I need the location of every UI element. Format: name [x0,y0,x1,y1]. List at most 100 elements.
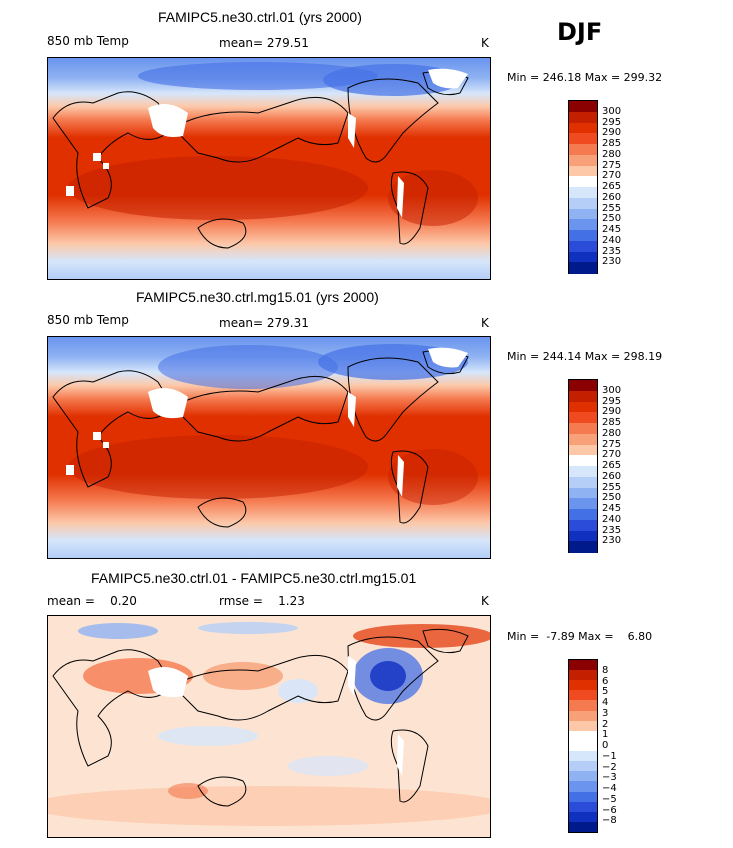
panel-2-title: FAMIPC5.ne30.ctrl.mg15.01 (yrs 2000) [136,289,379,305]
colorbar-tick-label: 5 [602,686,609,698]
panel-2-temperature-field [48,337,490,558]
panel-3-unit-label: K [481,594,489,608]
colorbar-swatch [569,487,597,499]
panel-1-variable-label: 850 mb Temp [47,34,129,48]
colorbar-swatch [569,660,597,671]
colorbar-tick-label: 275 [602,438,622,450]
panel-1-title: FAMIPC5.ne30.ctrl.01 (yrs 2000) [158,9,362,25]
colorbar-swatch [569,690,597,701]
colorbar-tick-label: 290 [602,127,622,139]
colorbar-tick-label: 0 [602,740,609,751]
colorbar-swatch [569,791,597,803]
colorbar-swatch [569,176,597,188]
panel-3-missing-data [148,656,404,776]
colorbar-swatch [569,541,597,553]
panel-1-colorbar: 300 295 290 285 280 275 270 265 260 255 250 245 240 2… [568,100,621,274]
colorbar-swatch [569,165,597,177]
panel-1-mean-label: mean= 279.51 [219,36,309,50]
colorbar-tick-label: 300 [602,384,622,396]
colorbar-tick-label: 245 [602,503,622,514]
colorbar-tick-label: 295 [602,116,622,128]
colorbar-tick-label: 230 [602,535,622,547]
colorbar-tick-label: 250 [602,492,622,504]
colorbar-swatch [569,509,597,521]
colorbar-swatch [569,530,597,542]
colorbar-tick-label: 2 [602,718,609,730]
panel-1-unit-label: K [481,36,489,50]
panel-2-unit-label: K [481,316,489,330]
colorbar-swatch [569,466,597,478]
panel-2-cold-siberia [158,345,338,389]
colorbar-tick-label: −4 [602,783,617,794]
panel-3-warm-arctic [353,624,490,648]
colorbar-swatch [569,133,597,145]
colorbar-swatch [569,444,597,456]
colorbar-tick-label: 275 [602,159,622,171]
colorbar-tick-label: −3 [602,772,617,784]
colorbar-swatch [569,208,597,220]
panel-3-mean-label: mean = 0.20 [47,594,137,608]
panel-1-temperature-field [48,58,490,279]
colorbar-tick-label: 280 [602,148,622,160]
colorbar-tick-label: 250 [602,213,622,225]
colorbar-swatch [569,801,597,813]
season-label: DJF [557,18,603,46]
colorbar-tick-label: 6 [602,675,609,687]
colorbar-swatch [569,771,597,782]
panel-3-rmse-label: rmse = 1.23 [219,594,305,608]
colorbar-swatch [569,144,597,156]
colorbar-swatch [569,251,597,263]
panel-1-coastlines [52,70,469,249]
colorbar-tick-label: 1 [602,729,609,741]
colorbar-tick-label: −1 [602,750,617,762]
colorbar-tick-label: 4 [602,697,609,708]
colorbar-swatch [569,498,597,510]
colorbar-tick-label: 235 [602,245,622,257]
colorbar-tick-label: 265 [602,181,622,192]
colorbar-swatch [569,811,597,823]
colorbar-tick-label: 285 [602,417,622,428]
colorbar-tick-label: 265 [602,460,622,471]
colorbar-tick-label: 295 [602,395,622,407]
panel-1-warm-pool [68,156,368,220]
colorbar-swatch [569,412,597,424]
colorbar-tick-label: 260 [602,191,622,203]
panel-3-map [47,615,491,838]
panel-1-minmax: Min = 246.18 Max = 299.32 [507,71,663,84]
colorbar-swatch [569,455,597,467]
colorbar-swatch [569,187,597,199]
colorbar-swatch [569,476,597,488]
colorbar-tick-label: 255 [602,481,622,493]
colorbar-tick-label: −5 [602,793,617,805]
colorbar-swatch [569,761,597,772]
colorbar-swatch [569,730,597,742]
colorbar-swatch [569,219,597,231]
colorbar-tick-label: 8 [602,664,609,676]
colorbar-swatch [569,111,597,123]
colorbar-tick-label: 3 [602,707,609,719]
colorbar-tick-label: 270 [602,449,622,461]
panel-2-map [47,336,491,559]
colorbar-tick-label: −2 [602,761,617,773]
panel-1-cold-siberia [138,62,378,90]
colorbar-swatch [569,751,597,762]
colorbar-tick-label: 230 [602,256,622,268]
colorbar-swatch [569,700,597,712]
panel-3-minmax: Min = -7.89 Max = 6.80 [507,630,653,643]
colorbar-swatch [569,519,597,531]
colorbar-tick-label: −8 [602,815,617,827]
colorbar-swatch [569,401,597,413]
colorbar-tick-label: 255 [602,202,622,214]
colorbar-swatch [569,740,597,752]
colorbar-tick-label: 280 [602,427,622,439]
panel-2-missing-data [66,347,468,497]
colorbar-swatch [569,197,597,209]
panel-3-colorbar: 8 6 5 4 3 2 1 0 −1 −2 −3 −4 −5 −6 −8 [568,659,617,833]
colorbar-swatch [569,710,597,722]
colorbar-tick-label: 235 [602,524,622,536]
colorbar-tick-label: 260 [602,470,622,482]
panel-1-map [47,57,491,280]
colorbar-tick-label: 290 [602,406,622,418]
panel-1-missing-data [66,68,468,218]
panel-2-variable-label: 850 mb Temp [47,313,129,327]
